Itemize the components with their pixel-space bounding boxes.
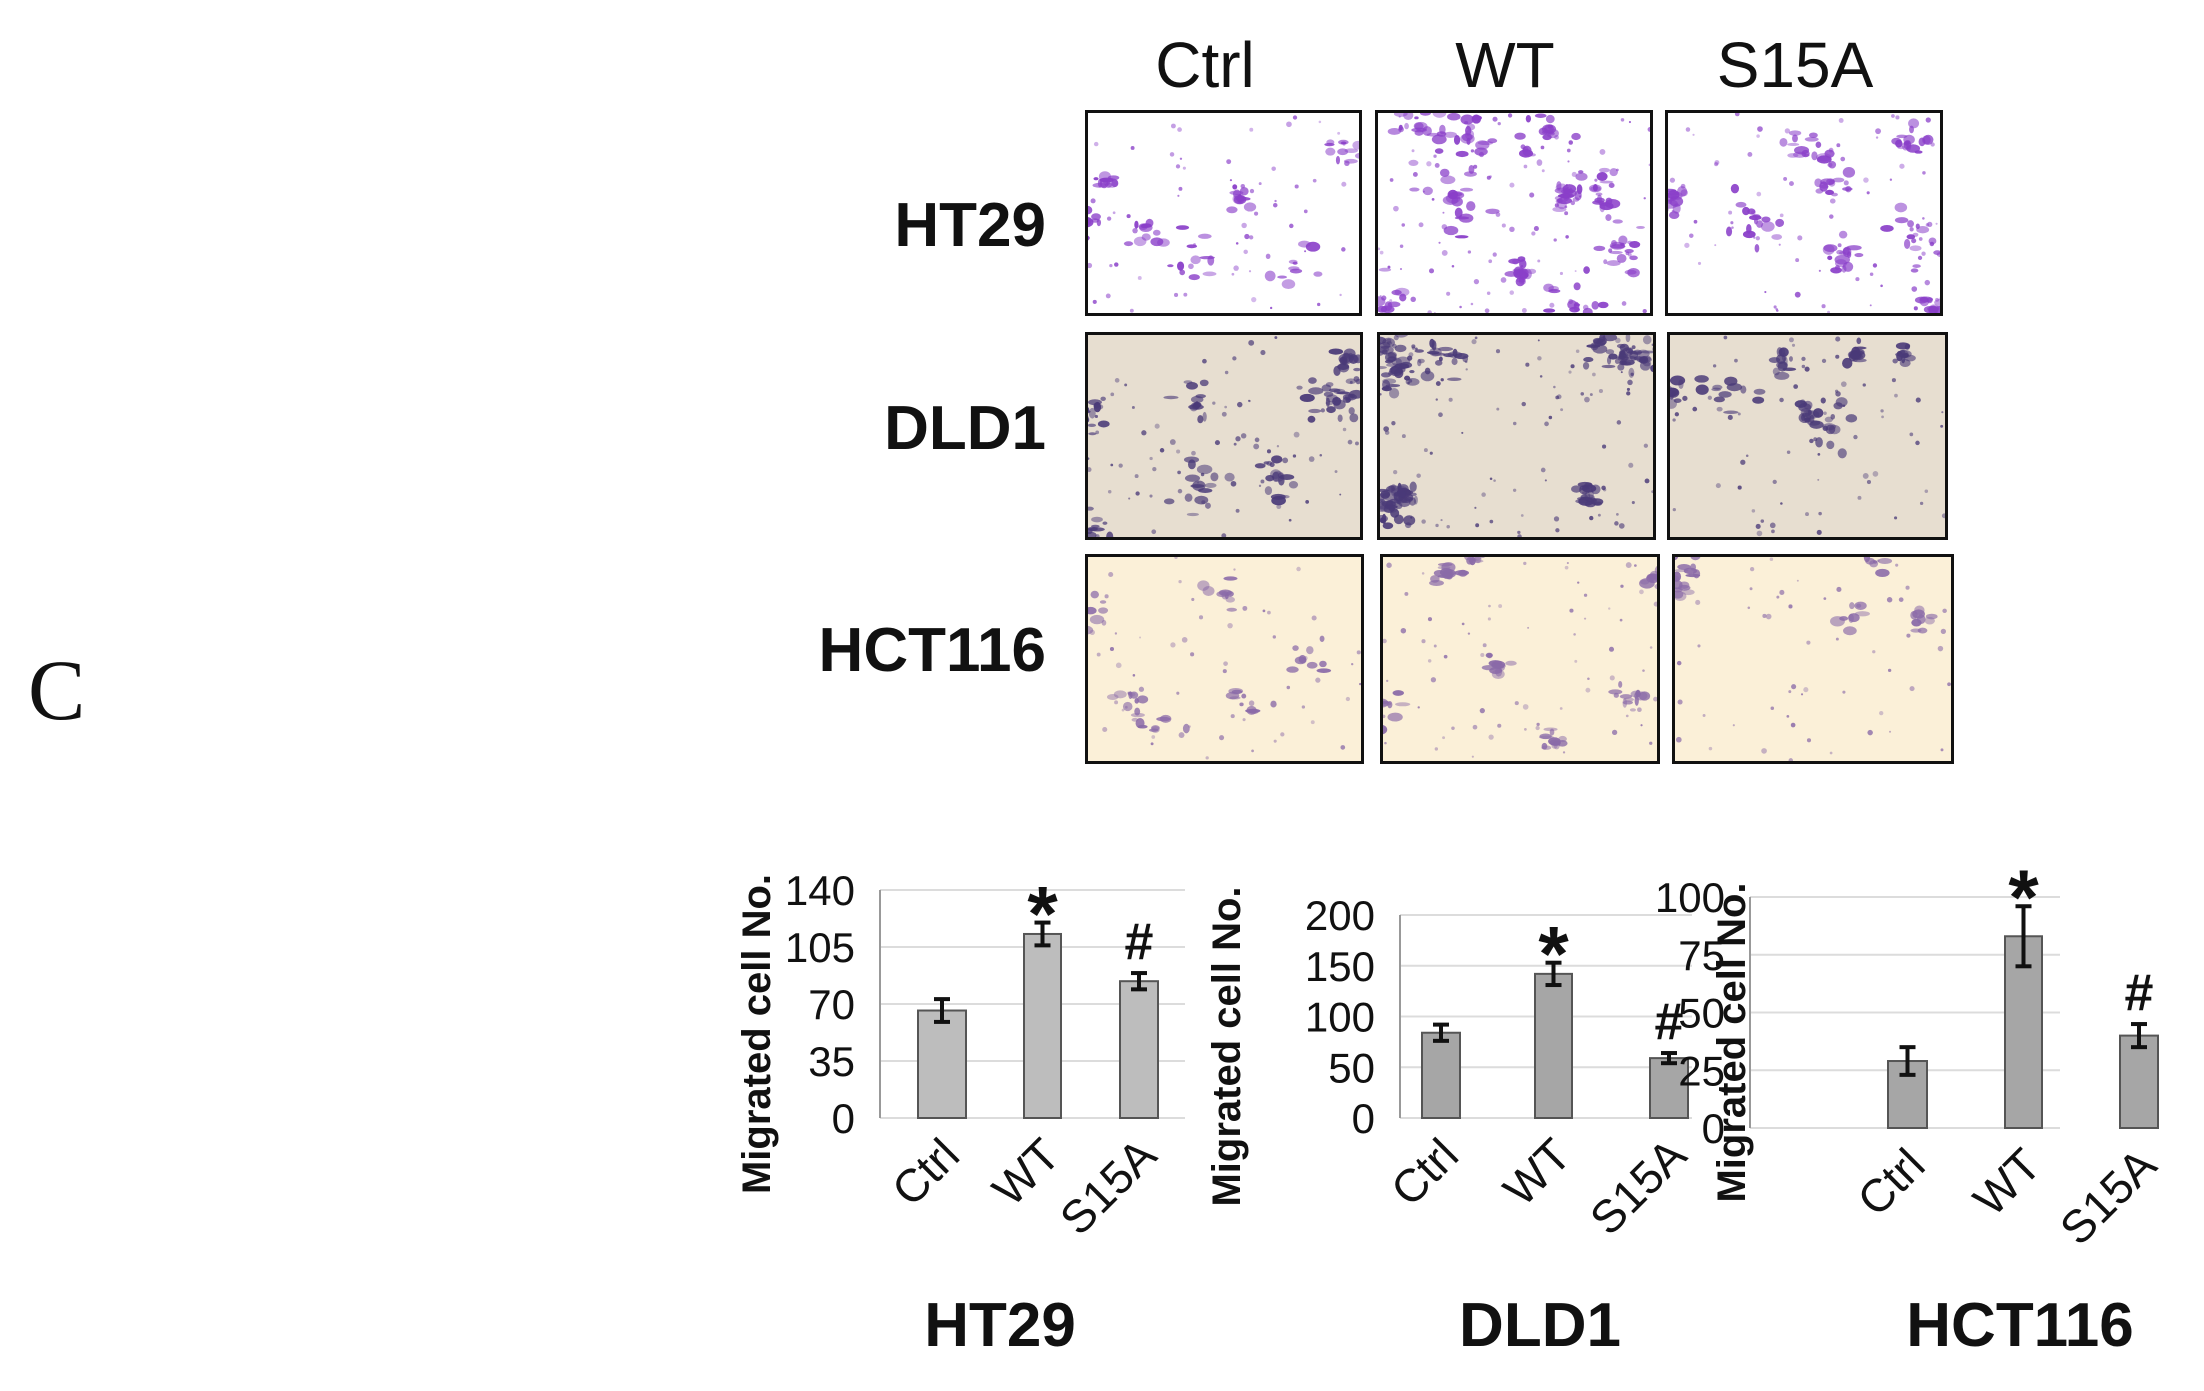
- error-bar: [1433, 1022, 1449, 1043]
- y-tick-label: 50: [1328, 1044, 1375, 1091]
- micrograph-hct116-s15a: [1672, 554, 1954, 764]
- chart-title-dld1: DLD1: [1459, 1291, 1621, 1360]
- chart-title-ht29: HT29: [924, 1291, 1076, 1360]
- y-tick-label: 0: [832, 1095, 855, 1142]
- micrograph-ht29-s15a: [1665, 110, 1943, 316]
- x-tick-label: WT: [1493, 1128, 1580, 1215]
- error-bar: [2131, 1022, 2147, 1050]
- error-bar: [1131, 971, 1147, 992]
- y-tick-label: 100: [1305, 994, 1375, 1041]
- x-tick-label: S15A: [2050, 1138, 2167, 1255]
- error-bar: [1034, 920, 1051, 948]
- y-axis-label: Migrated cell No.: [1205, 886, 1249, 1206]
- y-tick-label: 0: [1352, 1095, 1375, 1142]
- y-tick-label: 25: [1678, 1047, 1725, 1094]
- error-bar: [2015, 904, 2032, 969]
- micrograph-dld1-s15a: [1667, 332, 1948, 540]
- bar-s15a: [2119, 1034, 2159, 1129]
- error-bar: [1545, 960, 1562, 988]
- row-header-hct116: HCT116: [818, 616, 1046, 685]
- x-tick-label: WT: [1963, 1138, 2050, 1225]
- x-tick-label: Ctrl: [1847, 1138, 1934, 1225]
- bar-wt: [1534, 972, 1573, 1119]
- x-tick-label: S15A: [1050, 1128, 1167, 1245]
- significance-mark: #: [1125, 913, 1154, 971]
- x-tick-label: Ctrl: [1381, 1128, 1468, 1215]
- y-tick-label: 70: [808, 981, 855, 1028]
- y-tick-label: 35: [808, 1038, 855, 1085]
- column-header-wt: WT: [1455, 29, 1555, 101]
- row-header-ht29: HT29: [894, 191, 1046, 260]
- column-header-s15a: S15A: [1716, 29, 1874, 101]
- y-tick-label: 200: [1305, 892, 1375, 939]
- significance-mark: *: [1027, 870, 1058, 958]
- micrograph-hct116-wt: [1380, 554, 1660, 764]
- micrograph-dld1-ctrl: [1085, 332, 1363, 540]
- bar-s15a: [1119, 980, 1159, 1120]
- bar-wt: [1023, 932, 1062, 1119]
- error-bar: [1661, 1051, 1677, 1066]
- y-tick-label: 100: [1655, 874, 1725, 921]
- column-header-ctrl: Ctrl: [1155, 29, 1255, 101]
- bar-ctrl: [1421, 1031, 1461, 1119]
- row-header-dld1: DLD1: [884, 394, 1046, 463]
- significance-mark: *: [2008, 853, 2039, 941]
- y-tick-label: 50: [1678, 990, 1725, 1037]
- error-bar: [1899, 1045, 1916, 1077]
- micrograph-dld1-wt: [1377, 332, 1656, 540]
- y-tick-label: 150: [1305, 943, 1375, 990]
- micrograph-hct116-ctrl: [1085, 554, 1364, 764]
- chart-title-hct116: HCT116: [1906, 1291, 2134, 1360]
- y-tick-label: 105: [785, 924, 855, 971]
- x-tick-label: S15A: [1580, 1128, 1697, 1245]
- panel-label: C: [28, 642, 86, 738]
- x-tick-label: Ctrl: [882, 1128, 969, 1215]
- y-tick-label: 140: [785, 867, 855, 914]
- significance-mark: *: [1538, 910, 1569, 998]
- micrograph-ht29-ctrl: [1085, 110, 1362, 316]
- y-axis-label: Migrated cell No.: [735, 874, 779, 1194]
- micrograph-ht29-wt: [1375, 110, 1653, 316]
- y-tick-label: 0: [1702, 1105, 1725, 1152]
- bar-ctrl: [917, 1009, 967, 1119]
- y-axis-label: Migrated cell No.: [1710, 882, 1754, 1202]
- significance-mark: #: [1655, 993, 1684, 1051]
- error-bar: [934, 997, 950, 1024]
- y-tick-label: 75: [1678, 932, 1725, 979]
- significance-mark: #: [2125, 964, 2154, 1022]
